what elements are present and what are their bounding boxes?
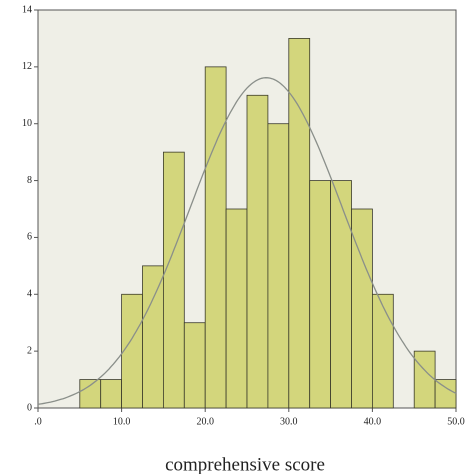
y-tick-label: 0 <box>27 402 32 413</box>
bar <box>246 94 269 409</box>
y-tick-label: 8 <box>27 175 32 186</box>
bar <box>121 293 143 409</box>
bar <box>100 379 122 409</box>
y-tick-label: 10 <box>22 118 32 129</box>
x-tick-label: .0 <box>34 416 42 427</box>
x-tick-label: 30.0 <box>280 416 298 427</box>
bar <box>204 66 227 409</box>
bar <box>225 208 248 409</box>
bar <box>371 293 394 409</box>
y-tick-label: 6 <box>27 232 32 243</box>
bar <box>142 265 164 409</box>
bar <box>330 180 352 409</box>
bar <box>183 322 206 409</box>
bar <box>162 151 185 409</box>
bar <box>434 379 457 409</box>
x-tick-label: 50.0 <box>447 416 465 427</box>
x-tick-label: 10.0 <box>113 416 131 427</box>
y-tick-label: 12 <box>22 61 32 72</box>
x-tick-label: 20.0 <box>196 416 214 427</box>
bar <box>413 350 436 409</box>
bar <box>79 379 102 409</box>
bar <box>288 38 311 409</box>
bar <box>267 123 290 409</box>
x-tick-label: 40.0 <box>364 416 382 427</box>
y-tick-label: 2 <box>27 345 32 356</box>
x-axis-label: comprehensive score <box>165 454 325 474</box>
bar <box>309 180 332 409</box>
y-tick-label: 14 <box>22 4 32 15</box>
normal-curve <box>37 77 457 405</box>
y-tick-label: 4 <box>27 289 32 300</box>
